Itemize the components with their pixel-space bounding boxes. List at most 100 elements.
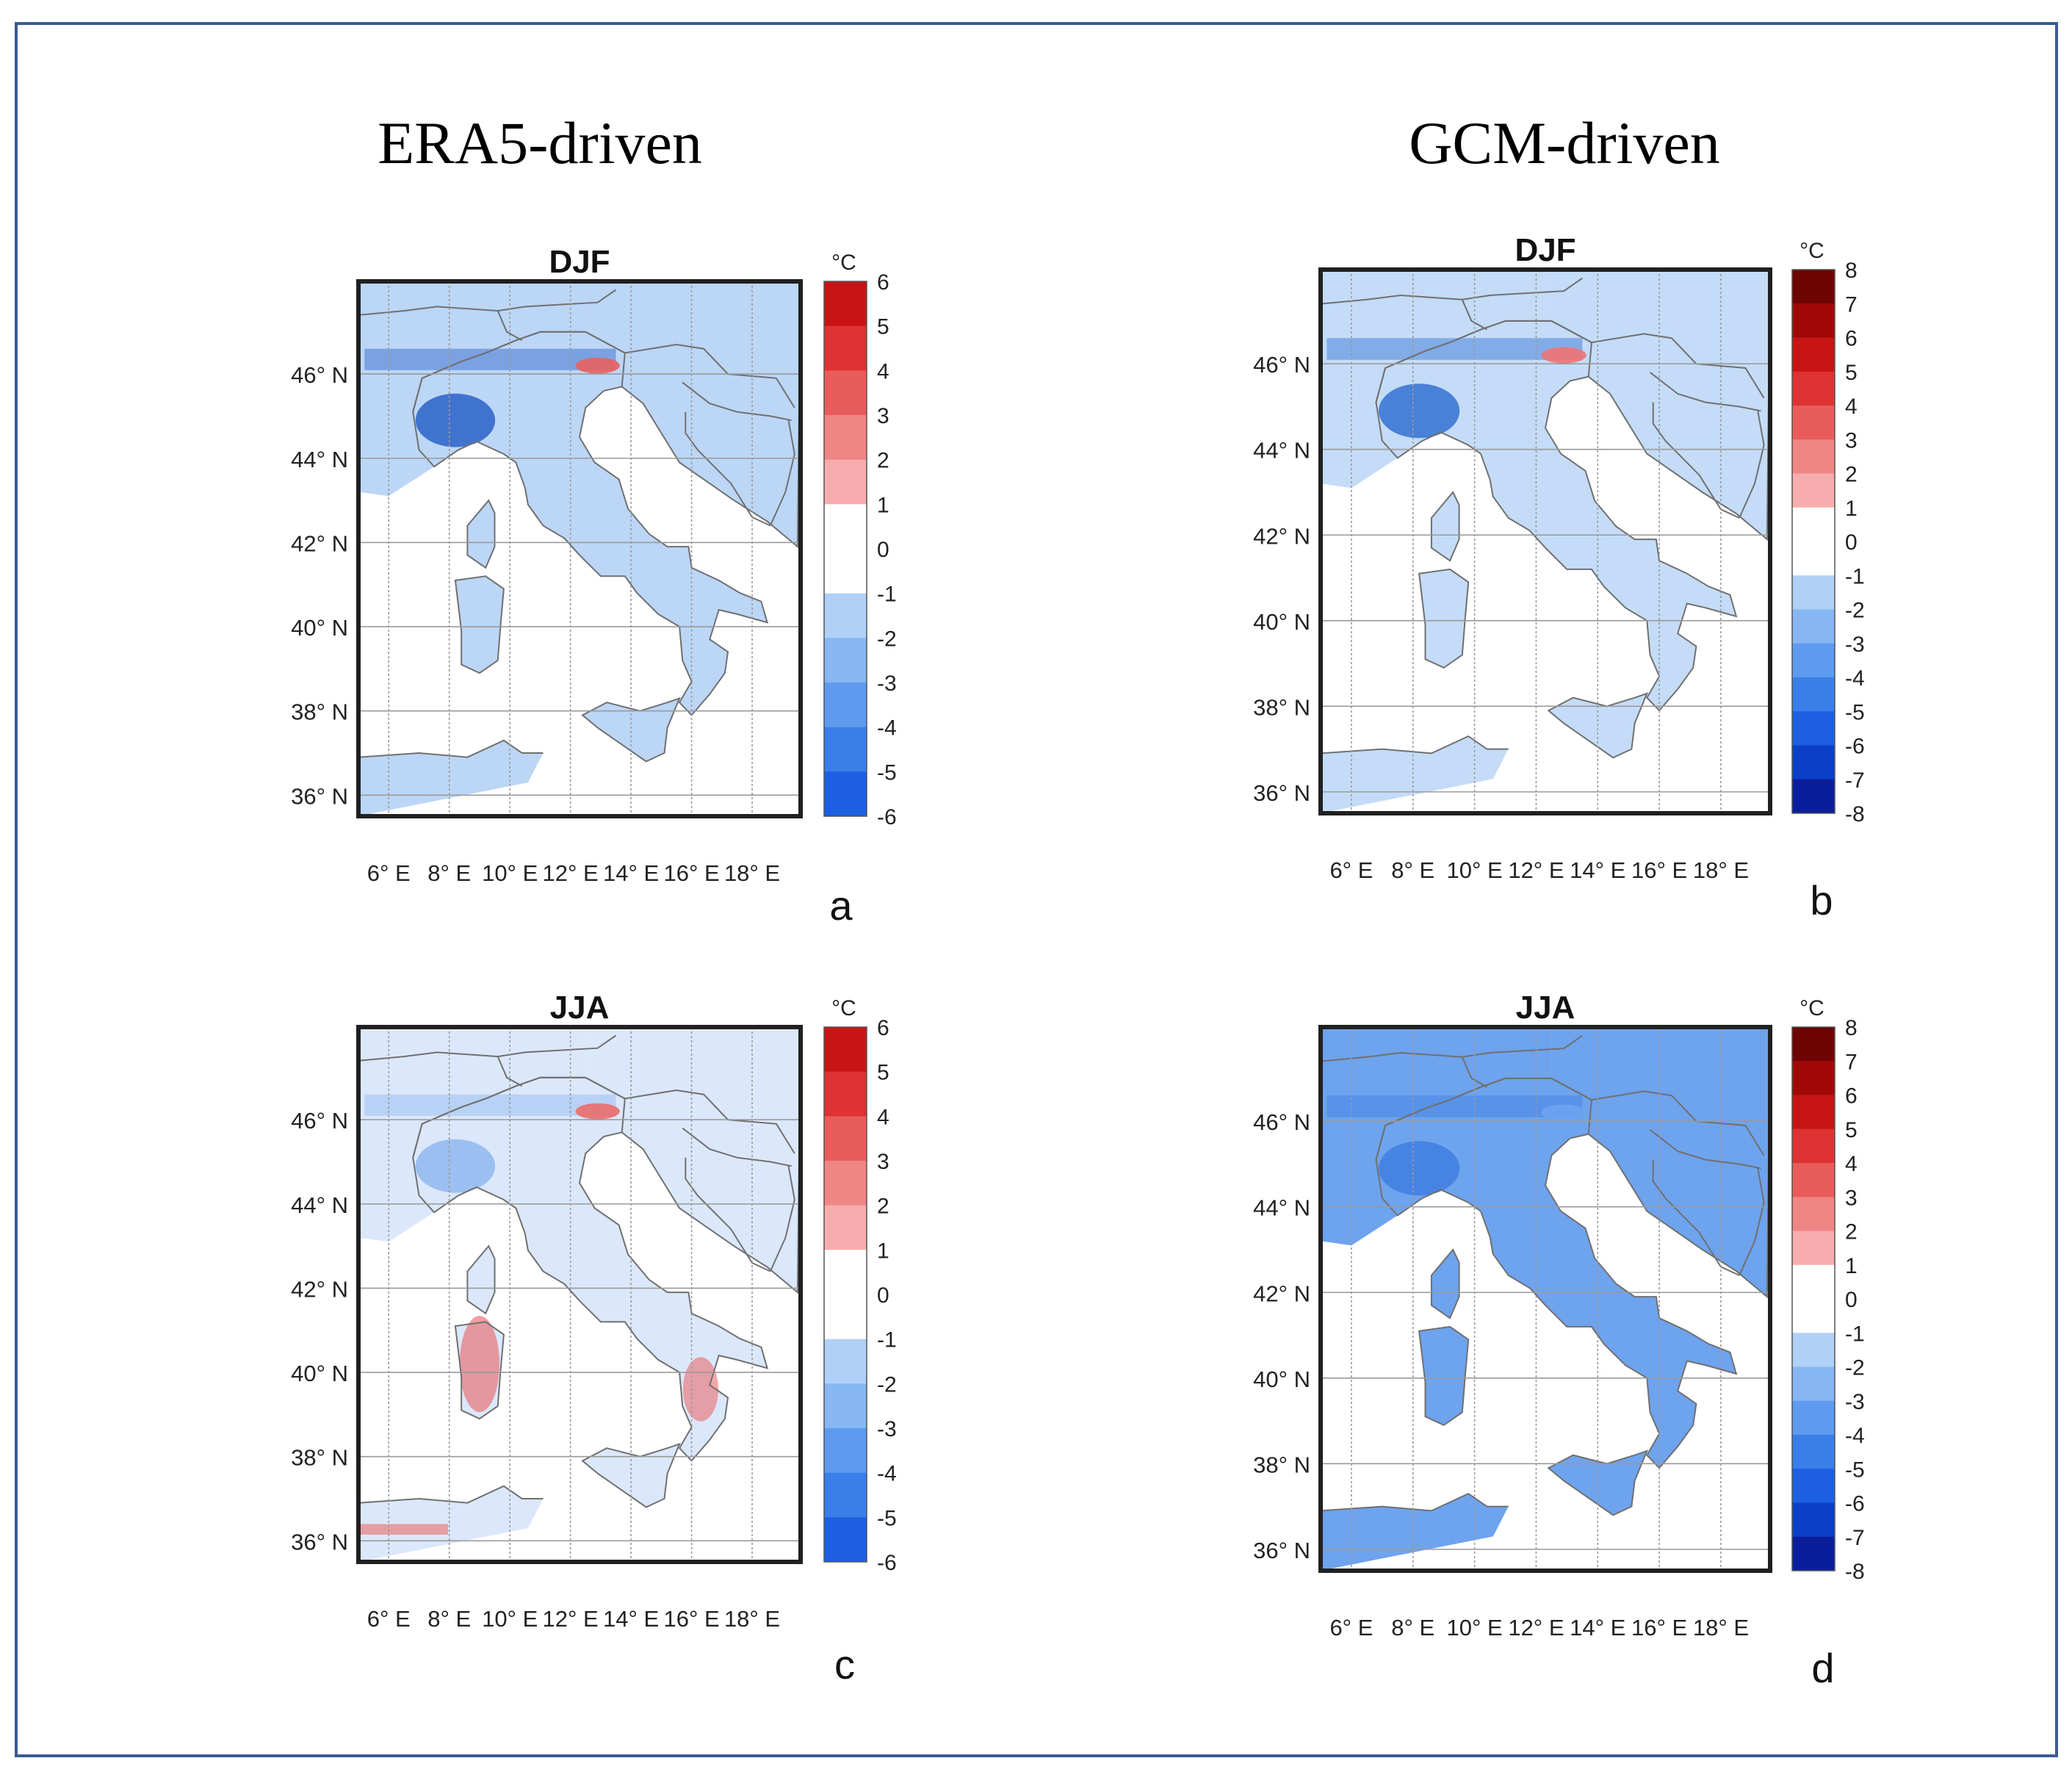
colorbar-label: 0 [877,1283,889,1308]
colorbar-label: -2 [877,1372,897,1397]
land-sardinia [455,576,504,674]
colorbar-label: -6 [1845,735,1865,759]
lat-tick-label: 38° N [1253,694,1310,720]
country-border [1375,320,1592,403]
colorbar-segment [1792,1095,1835,1130]
colorbar-segment [1792,507,1835,542]
colorbar-segment [1792,1027,1835,1062]
lat-tick-label: 38° N [291,699,348,725]
colorbar-segment [824,638,867,683]
colorbar-label: 2 [1845,463,1858,487]
colorbar-label: 0 [877,538,889,562]
colorbar-label: 3 [1845,1186,1858,1210]
colorbar-label: -5 [1845,1458,1865,1482]
coastline [1547,692,1649,759]
colorbar-label: 8 [1845,259,1858,283]
lon-tick-label: 18° E [1693,1615,1749,1640]
warm-anomaly-sardinia [459,1316,500,1413]
lon-tick-label: 10° E [482,860,538,886]
coastline-africa [358,739,544,758]
land-sicily [582,698,680,762]
colorbar-segment [824,593,867,638]
country-border [1652,402,1740,519]
country-border [769,1166,795,1272]
colorbar-label: 5 [1845,1118,1858,1142]
lon-tick-label: 6° E [1329,1615,1373,1640]
colorbar-segment [824,1071,867,1117]
colorbar-label: -4 [877,716,897,741]
colorbar-segment [824,1428,867,1474]
map-border [1318,1025,1772,1573]
colorbar-segment [824,771,867,817]
colorbar-label: -6 [877,805,897,829]
coastline-africa [358,1485,544,1504]
map-body [1321,1027,1770,1571]
country-border [1652,1159,1740,1276]
colorbar-segment [824,1250,867,1295]
map-border [1318,267,1772,815]
lon-tick-label: 10° E [482,1606,538,1632]
land-balkans [585,281,801,547]
colorbar-label: 1 [1845,497,1858,521]
colorbar-label: -7 [1845,1526,1865,1550]
coastline [466,1245,496,1315]
cold-anomaly [415,393,496,447]
coastline [1430,1248,1460,1319]
lon-tick-label: 10° E [1447,857,1503,883]
colorbar-unit: °C [831,251,856,275]
colorbar-segment [1792,779,1835,814]
land-alps [1321,1027,1552,1246]
coastline [1418,568,1470,669]
colorbar-border [823,1026,867,1563]
colorbar-segment [1792,371,1835,406]
colorbar-segment [824,682,867,728]
colorbar-segment [1792,473,1835,508]
colorbar-segment [1792,1128,1835,1164]
lon-tick-label: 18° E [724,860,780,886]
cold-anomaly [415,1139,496,1193]
colorbar-label: 2 [877,1195,889,1219]
colorbar-label: 7 [1845,1050,1858,1074]
colorbar-segment [824,1383,867,1429]
lon-tick-label: 10° E [1447,1615,1503,1640]
colorbar-label: 1 [1845,1254,1858,1278]
land-sicily [582,1444,680,1508]
lat-tick-label: 38° N [1253,1452,1310,1477]
lon-tick-label: 8° E [1391,857,1434,883]
colorbar-label: 2 [877,449,889,473]
colorbar-segment [1792,270,1835,304]
coastline-balkans [1588,270,1770,541]
colorbar-label: 3 [877,1150,889,1174]
colorbar-segment [824,281,867,327]
lat-tick-label: 44° N [1253,438,1310,464]
colorbar-segment [824,1027,867,1073]
lat-tick-label: 46° N [1253,352,1310,378]
land-corsica [467,1246,495,1314]
land-africa [1321,736,1509,813]
country-border [497,1056,523,1087]
lat-tick-label: 42° N [1253,523,1310,549]
colorbar-label: 1 [877,1239,889,1263]
lon-tick-label: 14° E [603,1606,659,1632]
alpine-band [1326,338,1583,360]
lat-tick-label: 42° N [1253,1281,1310,1306]
lon-tick-label: 16° E [663,1606,719,1632]
alpine-band [364,348,616,370]
country-border [682,1127,792,1167]
land-italy [413,331,768,716]
colorbar-segment [1792,337,1835,372]
colorbar-label: -6 [877,1551,897,1575]
lon-tick-label: 6° E [367,860,411,886]
lon-tick-label: 14° E [1570,1615,1625,1640]
colorbar-segment [1792,575,1835,610]
panel-title: DJF [1515,232,1575,268]
land-africa [1321,1494,1509,1571]
country-border [1649,1129,1761,1170]
colorbar-segment [1792,1536,1835,1571]
warm-anomaly [575,1103,620,1120]
land-sardinia [1419,569,1469,668]
colorbar-segment [824,1339,867,1384]
panel-title: JJA [1516,990,1575,1026]
colorbar-label: 2 [1845,1220,1858,1245]
colorbar-label: 6 [877,1016,889,1040]
